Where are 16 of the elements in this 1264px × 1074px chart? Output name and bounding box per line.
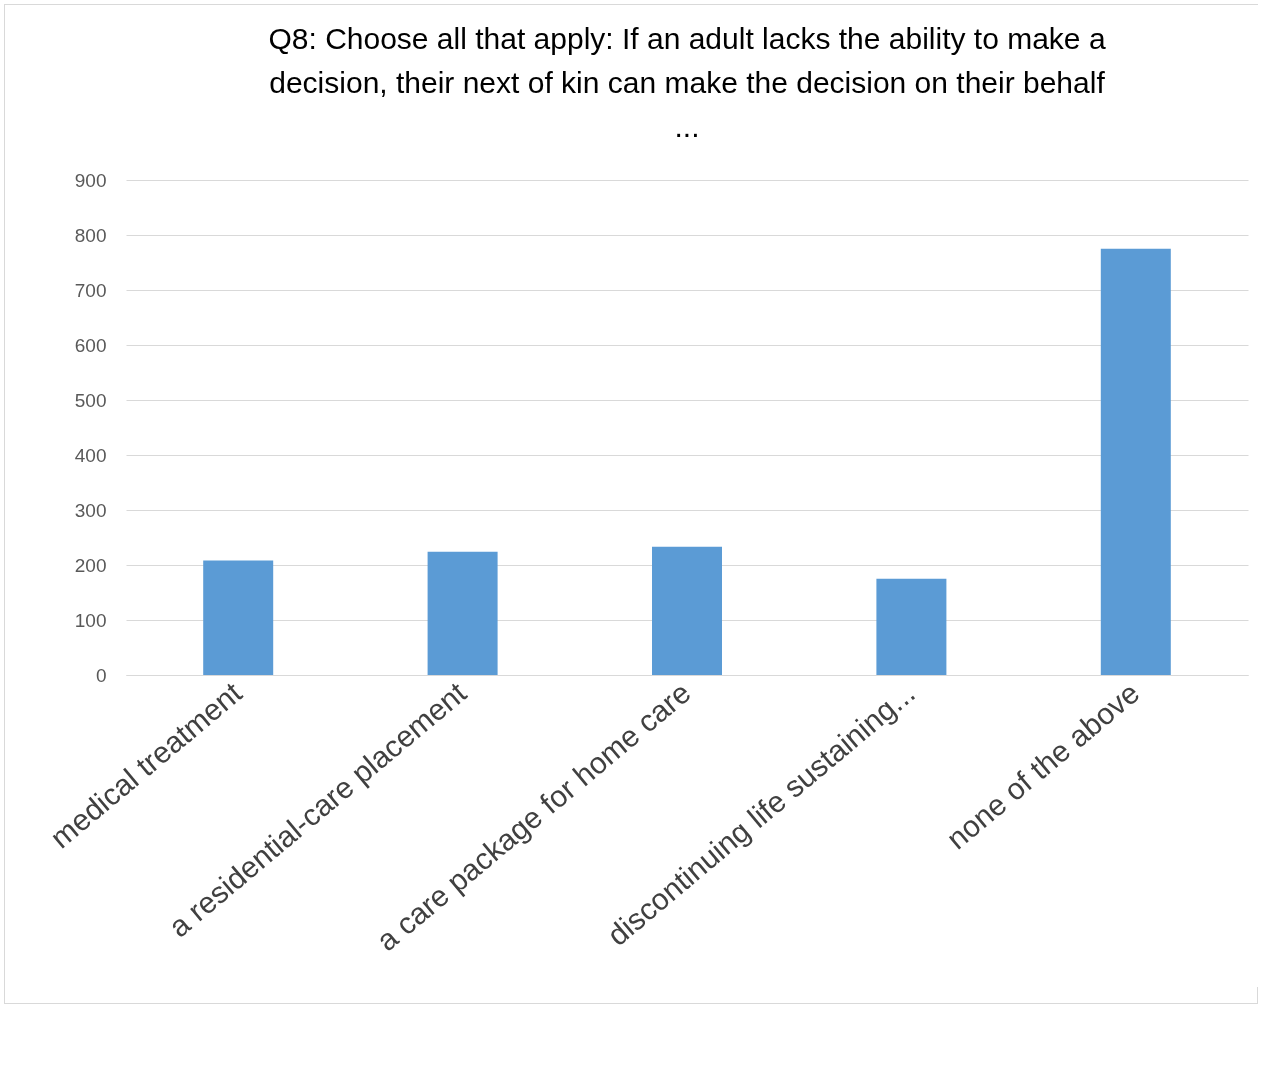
y-tick-label: 500 (74, 389, 107, 411)
y-tick-label: 200 (74, 554, 107, 576)
y-tick-label: 800 (74, 224, 107, 246)
y-tick-label: 300 (74, 499, 107, 521)
bar (652, 546, 722, 675)
bar (203, 560, 274, 675)
bar (1100, 248, 1171, 675)
bar (876, 578, 947, 675)
y-tick-label: 900 (74, 169, 107, 191)
bar (427, 551, 498, 675)
y-tick-label: 0 (95, 664, 107, 686)
y-tick-label: 100 (74, 609, 107, 631)
chart-title: Q8: Choose all that apply: If an adult lacks the ability to make a decision, their next of kin can make the decision on their behalf ... (268, 22, 1106, 143)
y-tick-label: 600 (74, 334, 107, 356)
y-tick-label: 700 (74, 279, 107, 301)
y-tick-label: 400 (74, 444, 107, 466)
